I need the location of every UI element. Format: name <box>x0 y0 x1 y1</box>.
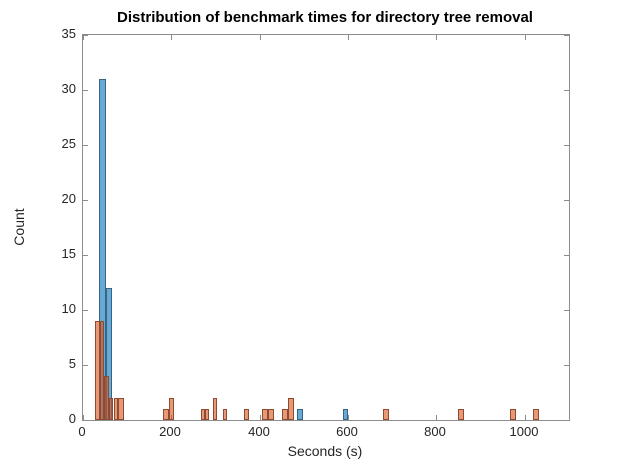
orange-histogram-bar <box>109 398 114 420</box>
x-tick-mark <box>436 35 437 40</box>
orange-histogram-bar <box>288 398 295 420</box>
orange-histogram-bar <box>204 409 209 420</box>
y-tick-label: 10 <box>61 301 76 316</box>
chart-title: Distribution of benchmark times for dire… <box>117 9 533 26</box>
orange-histogram-bar <box>113 398 119 420</box>
x-tick-mark <box>171 35 172 40</box>
y-tick-mark <box>83 35 88 36</box>
x-tick-label: 800 <box>424 424 446 439</box>
y-tick-mark <box>564 255 569 256</box>
y-tick-mark <box>564 365 569 366</box>
plot-area <box>82 34 570 421</box>
blue-histogram-bar <box>342 409 349 420</box>
y-tick-label: 5 <box>68 356 76 371</box>
orange-histogram-bar <box>94 321 100 420</box>
orange-histogram-bar <box>168 398 174 420</box>
orange-histogram-bar <box>268 409 274 420</box>
y-tick-label: 25 <box>61 136 76 151</box>
y-tick-mark <box>83 310 88 311</box>
orange-histogram-bar <box>104 376 110 420</box>
orange-histogram-bar <box>99 321 105 420</box>
blue-histogram-bar <box>297 409 304 420</box>
x-tick-mark <box>83 35 84 40</box>
y-tick-label: 30 <box>61 81 76 96</box>
y-tick-label: 0 <box>68 411 76 426</box>
y-tick-mark <box>564 35 569 36</box>
y-tick-label: 15 <box>61 246 76 261</box>
x-tick-mark <box>260 35 261 40</box>
y-tick-mark <box>83 365 88 366</box>
x-tick-mark <box>260 415 261 420</box>
y-tick-mark <box>83 255 88 256</box>
orange-histogram-bar <box>262 409 269 420</box>
x-tick-label: 600 <box>336 424 358 439</box>
x-tick-label: 200 <box>159 424 181 439</box>
x-tick-mark <box>525 35 526 40</box>
y-tick-mark <box>564 90 569 91</box>
y-tick-mark <box>564 310 569 311</box>
y-tick-mark <box>83 145 88 146</box>
x-tick-mark <box>525 415 526 420</box>
y-tick-mark <box>83 200 88 201</box>
orange-histogram-bar <box>509 409 516 420</box>
orange-histogram-bar <box>118 398 124 420</box>
x-tick-label: 0 <box>78 424 86 439</box>
orange-histogram-bar <box>201 409 205 420</box>
y-tick-mark <box>564 145 569 146</box>
x-tick-label: 1000 <box>509 424 539 439</box>
orange-histogram-bar <box>457 409 464 420</box>
y-tick-mark <box>83 90 88 91</box>
orange-histogram-bar <box>382 409 389 420</box>
y-tick-label: 20 <box>61 191 76 206</box>
x-tick-label: 400 <box>248 424 270 439</box>
orange-histogram-bar <box>222 409 228 420</box>
y-tick-label: 35 <box>61 26 76 41</box>
x-axis-label: Seconds (s) <box>287 443 363 459</box>
x-tick-mark <box>348 35 349 40</box>
orange-histogram-bar <box>244 409 250 420</box>
y-tick-mark <box>564 200 569 201</box>
y-tick-mark <box>564 420 569 421</box>
x-tick-mark <box>83 415 84 420</box>
y-axis-label: Count <box>11 208 27 246</box>
orange-histogram-bar <box>212 398 218 420</box>
x-tick-mark <box>436 415 437 420</box>
orange-histogram-bar <box>533 409 540 420</box>
orange-histogram-bar <box>163 409 169 420</box>
x-tick-mark <box>348 415 349 420</box>
orange-histogram-bar <box>282 409 288 420</box>
y-tick-mark <box>83 420 88 421</box>
